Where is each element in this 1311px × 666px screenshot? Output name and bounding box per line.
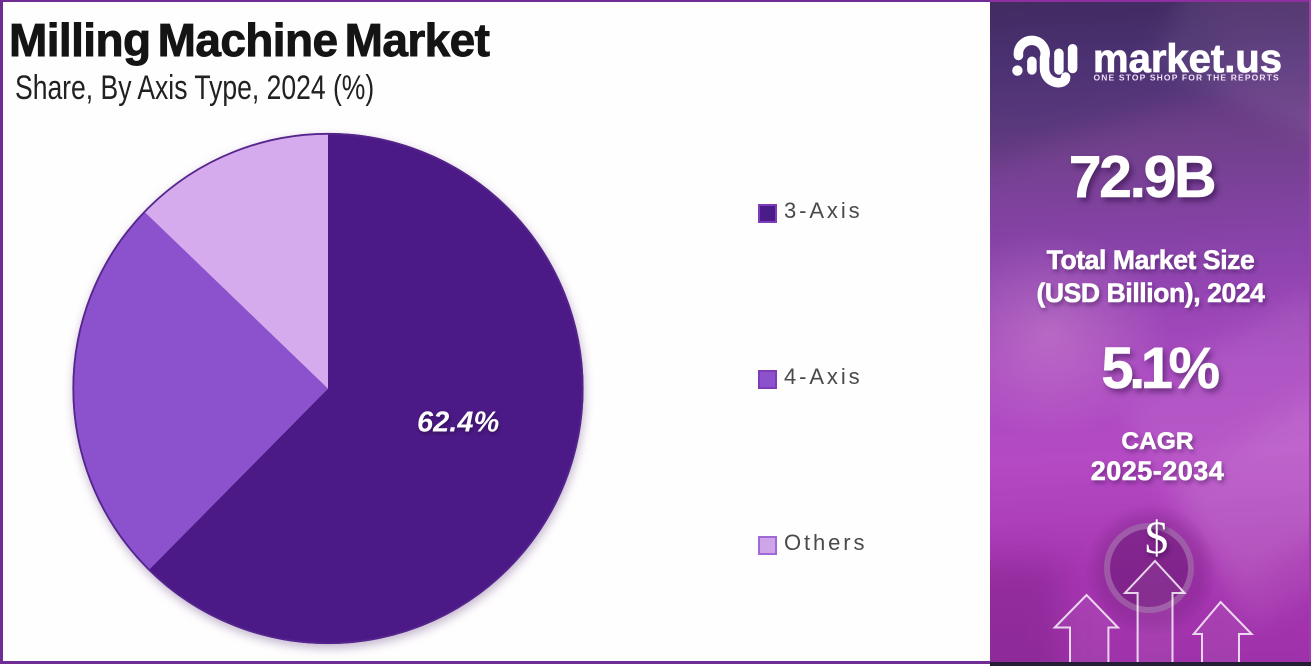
svg-text:ONE STOP SHOP FOR THE REPORTS: ONE STOP SHOP FOR THE REPORTS bbox=[1094, 73, 1280, 83]
svg-text:62.4%: 62.4% bbox=[417, 407, 499, 439]
svg-text:market.us: market.us bbox=[1093, 37, 1282, 81]
